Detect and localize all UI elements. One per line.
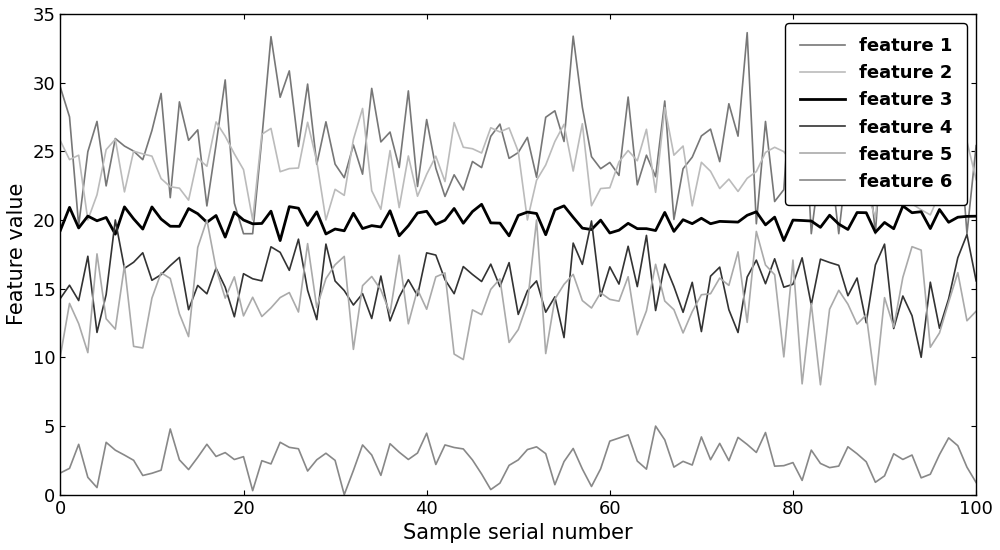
feature 1 — [759, 118, 771, 125]
feature 1 — [970, 142, 982, 149]
feature 5 — [814, 382, 826, 388]
feature 3 — [970, 213, 982, 219]
Line: feature 3: feature 3 — [60, 204, 976, 240]
feature 1 — [741, 29, 753, 36]
feature 2 — [292, 164, 304, 171]
Line: feature 1: feature 1 — [60, 32, 976, 234]
feature 2 — [613, 158, 625, 165]
Line: feature 4: feature 4 — [60, 220, 976, 358]
feature 2 — [485, 124, 497, 131]
feature 1 — [292, 143, 304, 150]
feature 6 — [650, 423, 662, 430]
Line: feature 2: feature 2 — [60, 107, 976, 220]
feature 2 — [128, 148, 140, 155]
feature 3 — [494, 220, 506, 227]
feature 5 — [118, 262, 130, 269]
feature 5 — [485, 286, 497, 293]
feature 2 — [659, 104, 671, 111]
feature 4 — [705, 273, 717, 279]
Line: feature 6: feature 6 — [60, 426, 976, 494]
feature 6 — [54, 470, 66, 476]
feature 5 — [705, 290, 717, 297]
feature 1 — [485, 133, 497, 140]
feature 3 — [476, 201, 488, 207]
feature 3 — [118, 204, 130, 210]
feature 6 — [759, 429, 771, 436]
feature 6 — [338, 491, 350, 498]
feature 2 — [759, 149, 771, 156]
feature 4 — [292, 236, 304, 243]
feature 5 — [201, 217, 213, 223]
Line: feature 5: feature 5 — [60, 220, 976, 385]
feature 5 — [54, 353, 66, 359]
feature 3 — [714, 218, 726, 225]
feature 5 — [292, 309, 304, 315]
X-axis label: Sample serial number: Sample serial number — [403, 523, 633, 543]
feature 6 — [714, 440, 726, 447]
feature 6 — [283, 444, 295, 450]
feature 1 — [613, 172, 625, 179]
feature 3 — [292, 205, 304, 212]
feature 2 — [54, 138, 66, 144]
feature 4 — [128, 259, 140, 266]
feature 4 — [915, 354, 927, 361]
Legend: feature 1, feature 2, feature 3, feature 4, feature 5, feature 6: feature 1, feature 2, feature 3, feature… — [785, 23, 967, 205]
feature 5 — [613, 298, 625, 305]
feature 5 — [750, 228, 762, 235]
feature 4 — [54, 295, 66, 302]
feature 6 — [613, 434, 625, 441]
feature 4 — [613, 281, 625, 288]
feature 3 — [759, 222, 771, 228]
feature 1 — [118, 143, 130, 150]
feature 4 — [750, 257, 762, 263]
feature 6 — [118, 452, 130, 458]
feature 6 — [485, 486, 497, 493]
feature 2 — [714, 185, 726, 192]
feature 3 — [274, 237, 286, 244]
feature 1 — [54, 84, 66, 91]
feature 3 — [54, 227, 66, 234]
feature 3 — [622, 220, 634, 227]
feature 1 — [238, 230, 250, 237]
feature 6 — [970, 479, 982, 486]
feature 4 — [970, 278, 982, 284]
feature 4 — [485, 261, 497, 267]
Y-axis label: Feature value: Feature value — [7, 183, 27, 326]
feature 2 — [82, 217, 94, 223]
feature 1 — [705, 126, 717, 133]
feature 5 — [970, 308, 982, 315]
feature 2 — [970, 177, 982, 183]
feature 4 — [109, 217, 121, 223]
